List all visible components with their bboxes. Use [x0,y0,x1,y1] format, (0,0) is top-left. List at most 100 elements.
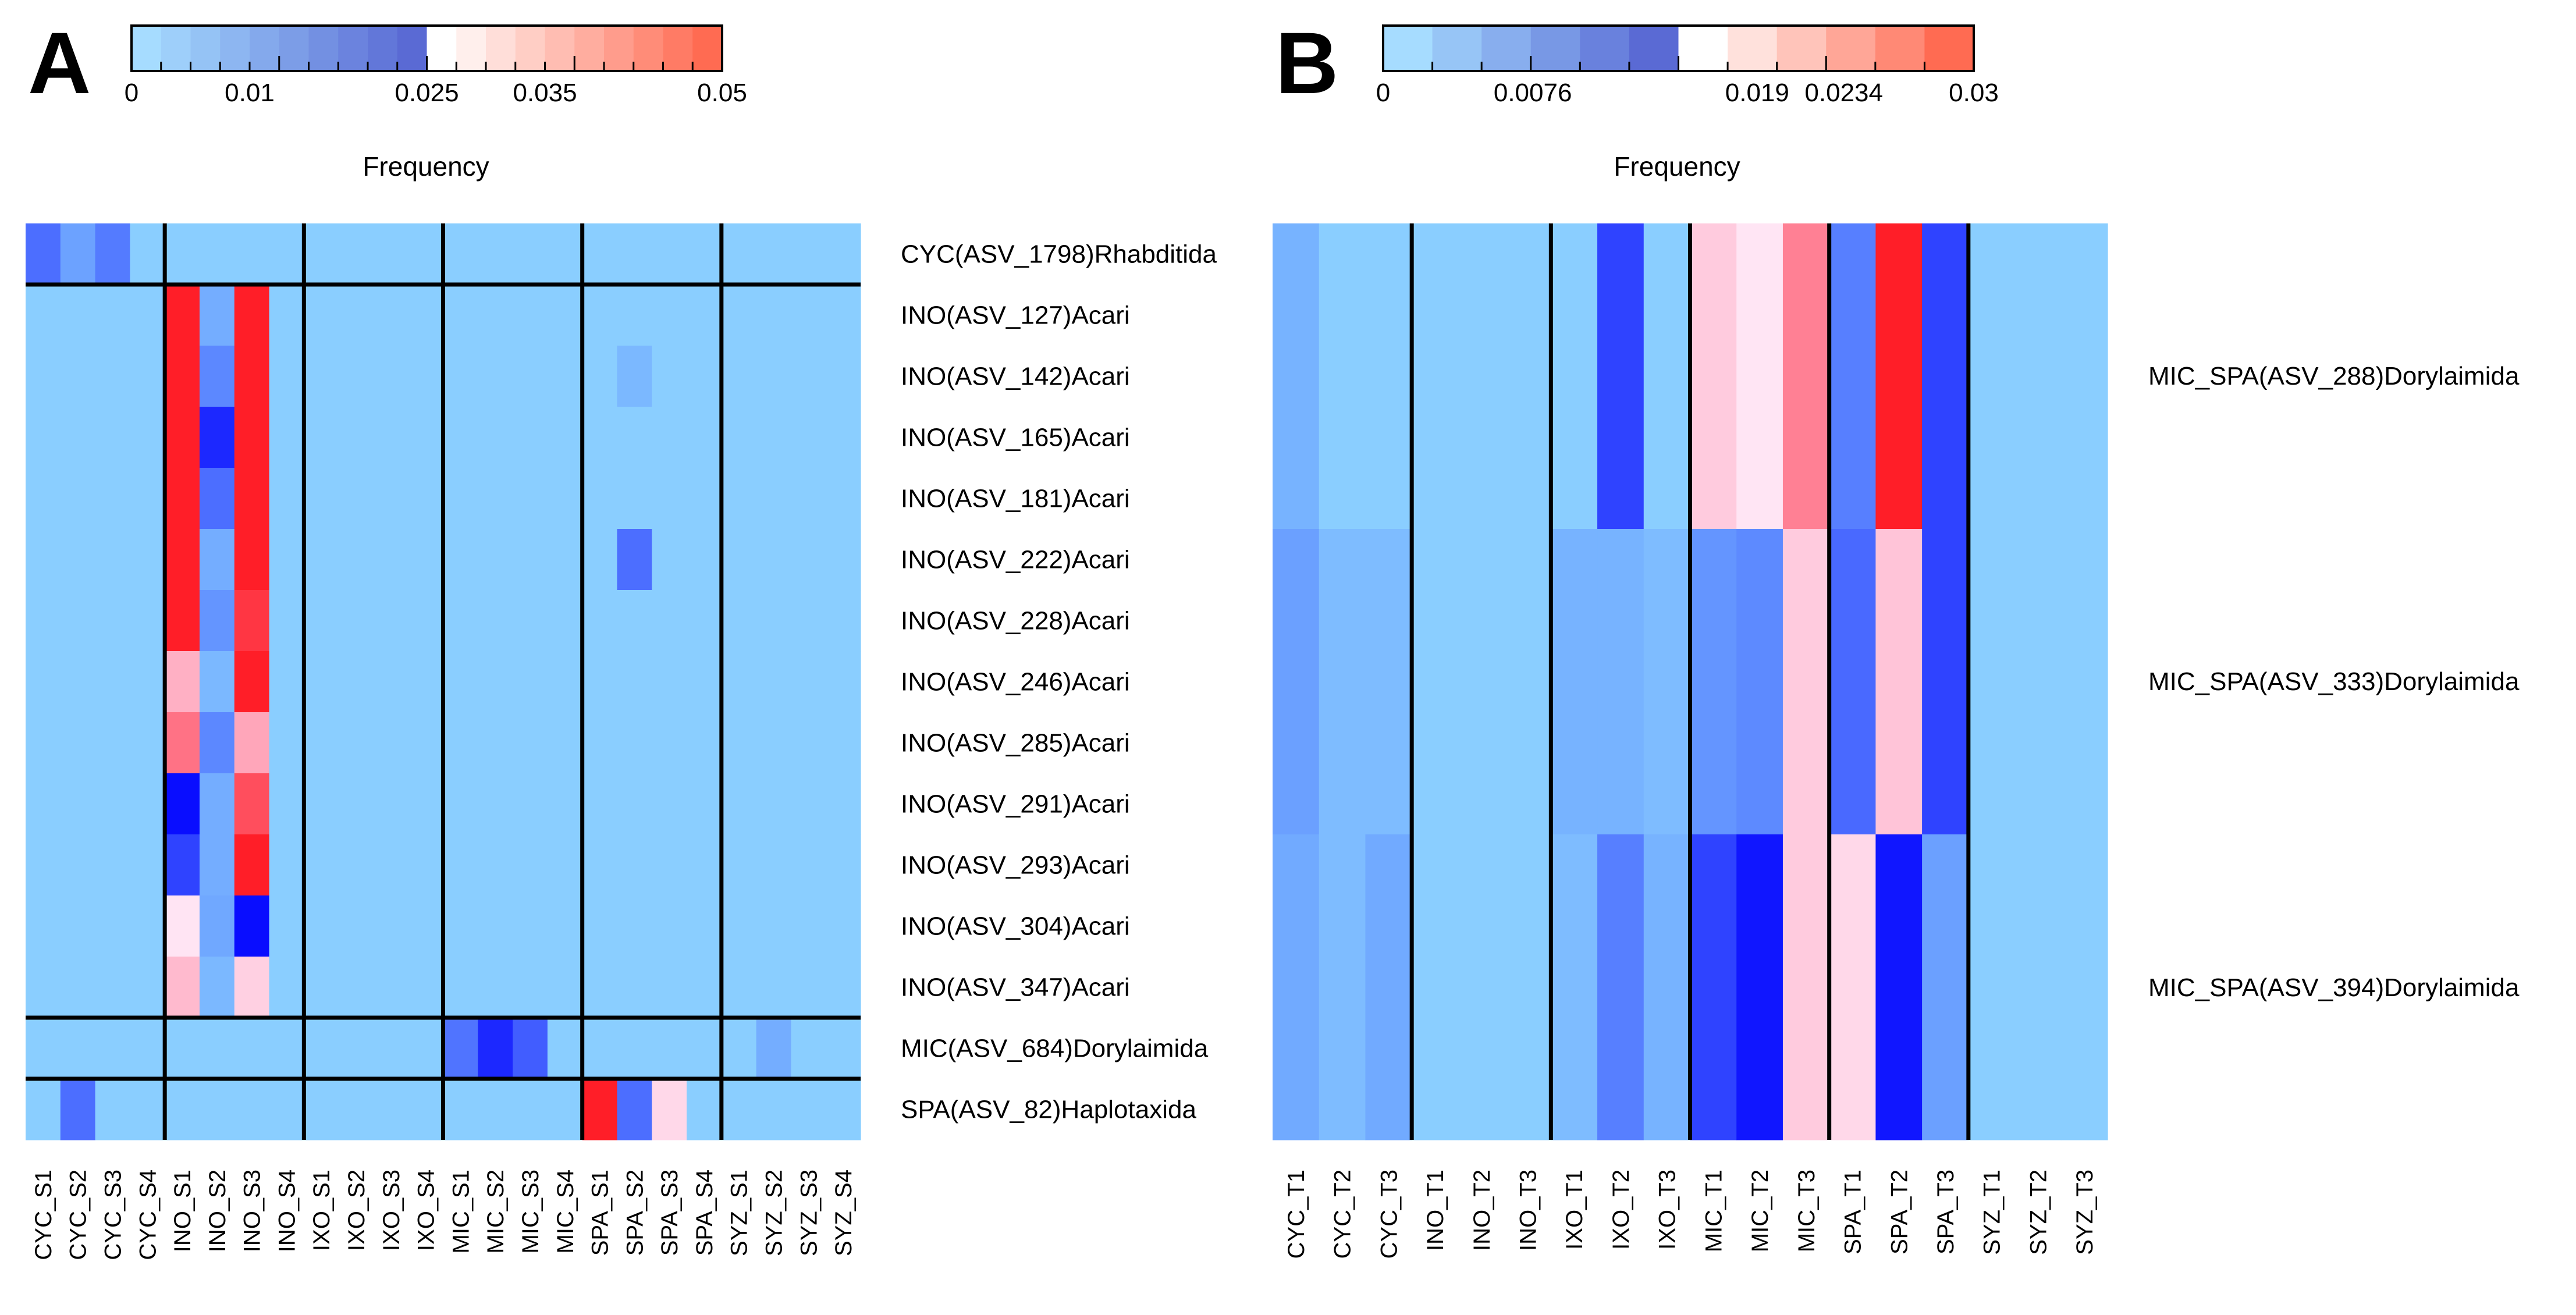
column-label: INO_S1 [170,1170,196,1252]
column-label: SPA_T1 [1840,1170,1866,1254]
heatmap-cell [756,223,792,285]
heatmap-cell [199,895,235,957]
heatmap-cell [826,223,861,285]
heatmap-cell [130,957,165,1018]
heatmap-cell [1597,223,1644,529]
heatmap-cell [1968,529,2016,835]
heatmap-cell [26,407,61,468]
heatmap-cell [478,957,513,1018]
heatmap-cell [513,468,548,529]
heatmap-cell [791,651,826,713]
heatmap-cell [408,957,444,1018]
heatmap-cell [1551,834,1598,1140]
heatmap-cell [756,346,792,407]
heatmap-cell [826,1018,861,1079]
heatmap-cell [26,1018,61,1079]
heatmap-cell [130,223,165,285]
heatmap-cell [1968,834,2016,1140]
heatmap-cell [234,223,270,285]
heatmap-cell [165,1018,200,1079]
heatmap-cell [791,285,826,346]
heatmap-cell [791,529,826,591]
heatmap-cell [547,1018,583,1079]
heatmap-cell [687,407,722,468]
heatmap-cell [443,285,478,346]
heatmap-cell [652,285,687,346]
heatmap-cell [791,590,826,652]
heatmap-cell [1875,223,1923,529]
heatmap-cell [95,529,130,591]
heatmap-cell [408,895,444,957]
colorbar-tick-label: 0.0076 [1494,79,1572,107]
heatmap-cell [234,590,270,652]
heatmap-cell [373,651,409,713]
heatmap-cell [652,712,687,774]
heatmap-cell [95,895,130,957]
heatmap-cell [339,285,374,346]
heatmap-cell [269,957,304,1018]
heatmap-cell [269,346,304,407]
heatmap-cell [582,1018,618,1079]
heatmap-cell [478,651,513,713]
heatmap-cell [269,651,304,713]
heatmap-cell [408,468,444,529]
column-label: SYZ_T1 [1980,1170,2005,1255]
heatmap-cell [234,1079,270,1140]
heatmap-cell [513,834,548,896]
column-label: SPA_T3 [1933,1170,1959,1254]
heatmap-cell [721,285,757,346]
heatmap-cell [373,529,409,591]
heatmap-cell [756,957,792,1018]
row-label: INO(ASV_291)Acari [901,790,1130,819]
colorbar-b-title: Frequency [1614,151,1740,182]
heatmap-cell [304,1079,339,1140]
heatmap-cell [721,590,757,652]
heatmap-cell [721,834,757,896]
heatmap-cell [95,651,130,713]
heatmap-cell [617,468,652,529]
heatmap-cell [478,1018,513,1079]
row-label: MIC(ASV_684)Dorylaimida [901,1035,1209,1063]
colorbar-tick-label: 0.0234 [1804,79,1883,107]
heatmap-cell [582,651,618,713]
heatmap-cell [26,834,61,896]
heatmap-cell [339,895,374,957]
heatmap-cell [1458,529,1505,835]
heatmap-cell [721,1079,757,1140]
heatmap-cell [26,712,61,774]
heatmap-cell [582,223,618,285]
heatmap-cell [269,1018,304,1079]
heatmap-cell [478,346,513,407]
heatmap-cell [478,529,513,591]
heatmap-cell [26,223,61,285]
heatmap-cell [443,223,478,285]
heatmap-cell [26,1079,61,1140]
row-label: MIC_SPA(ASV_333)Dorylaimida [2148,667,2520,696]
heatmap-cell [547,834,583,896]
colorbar-tick-label: 0 [1376,79,1390,107]
heatmap-cell [687,1018,722,1079]
heatmap-cell [1922,529,1969,835]
panel-a-label: A [28,14,91,112]
heatmap-cell [547,468,583,529]
heatmap-cell [269,834,304,896]
heatmap-cell [443,407,478,468]
heatmap-cell [339,346,374,407]
heatmap-cell [60,590,96,652]
heatmap-cell [826,407,861,468]
heatmap-cell [304,346,339,407]
heatmap-cell [130,712,165,774]
heatmap-cell [1273,529,1320,835]
heatmap-cell [826,1079,861,1140]
heatmap-cell [269,590,304,652]
column-label: IXO_T1 [1562,1170,1587,1250]
heatmap-cell [652,651,687,713]
heatmap-cell [2014,834,2062,1140]
column-label: SYZ_S3 [796,1170,822,1256]
heatmap-cell [304,651,339,713]
heatmap-cell [478,590,513,652]
row-label: INO(ASV_165)Acari [901,424,1130,452]
heatmap-cell [269,712,304,774]
heatmap-cell [791,834,826,896]
row-label: INO(ASV_285)Acari [901,729,1130,758]
